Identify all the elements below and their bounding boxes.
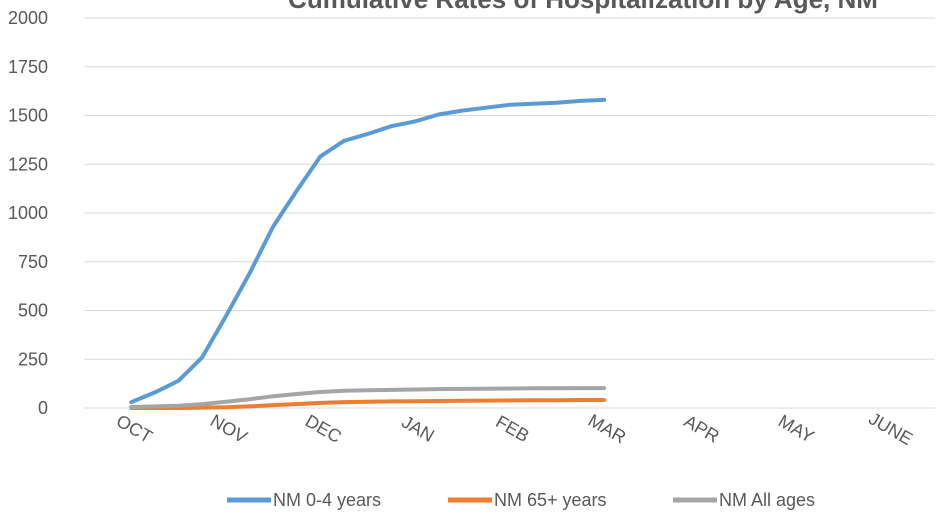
legend-label-2: NM 65+ years	[494, 490, 607, 510]
x-tick-label-dec: DEC	[302, 411, 345, 447]
x-tick-label-jan: JAN	[398, 412, 437, 446]
series-line-2	[129, 398, 607, 410]
y-tick-label: 0	[38, 398, 48, 418]
y-axis-ticks: 0 250 500 750 1000 1250 1500 1750 2000	[8, 8, 48, 418]
y-tick-label: 2000	[8, 8, 48, 28]
x-tick-label-may: MAY	[775, 411, 818, 447]
legend-label-1: NM 0-4 years	[273, 490, 381, 510]
x-tick-label-apr: APR	[681, 411, 723, 447]
y-tick-label: 1250	[8, 154, 48, 174]
y-tick-label: 750	[18, 252, 48, 272]
x-tick-label-feb: FEB	[492, 411, 532, 446]
legend-label-3: NM All ages	[719, 490, 815, 510]
y-tick-label: 1500	[8, 106, 48, 126]
y-tick-label: 1750	[8, 57, 48, 77]
x-axis-ticks: OCT NOV DEC JAN FEB MAR APR MAY JUNE	[113, 408, 916, 449]
series-lines	[129, 97, 607, 410]
gridlines	[84, 17, 935, 409]
y-tick-label: 1000	[8, 203, 48, 223]
x-tick-label-oct: OCT	[113, 411, 156, 447]
chart-title: Cumulative Rates of Hospitalization by A…	[288, 0, 878, 14]
x-tick-label-nov: NOV	[207, 410, 251, 447]
y-tick-label: 500	[18, 301, 48, 321]
series-line-1	[129, 97, 607, 405]
legend: NM 0-4 years NM 65+ years NM All ages	[227, 490, 815, 510]
x-tick-label-june: JUNE	[865, 408, 916, 449]
series-line-3	[129, 386, 607, 409]
y-tick-label: 250	[18, 349, 48, 369]
x-tick-label-mar: MAR	[585, 410, 630, 447]
